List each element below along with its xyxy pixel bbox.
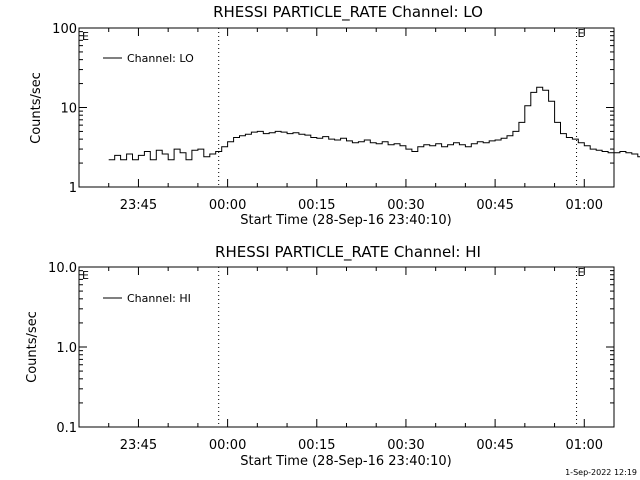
y-tick-label-hi: 1.0 (56, 341, 77, 356)
y-axis-label-hi: Counts/sec (25, 311, 40, 383)
chart-title-hi: RHESSI PARTICLE_RATE Channel: HI (215, 243, 481, 262)
x-tick-label-lo: 01:00 (566, 198, 603, 213)
panel-hi: RHESSI PARTICLE_RATE Channel: HI Counts/… (25, 243, 615, 469)
chart-title-lo: RHESSI PARTICLE_RATE Channel: LO (213, 3, 483, 22)
markers-hi: E (218, 266, 585, 427)
corner-flag-hi: E (82, 269, 89, 282)
footer-timestamp: 1-Sep-2022 12:19 (565, 468, 637, 477)
event-marker-label-lo: E (578, 27, 585, 40)
legend-lo: Channel: LO (103, 52, 194, 65)
event-marker-label-hi: E (578, 266, 585, 279)
y-tick-label-hi: 10.0 (48, 261, 77, 276)
x-tick-label-lo: 00:15 (298, 198, 335, 213)
x-tick-label-lo: 00:45 (476, 198, 513, 213)
series-lo (108, 86, 640, 161)
x-tick-label-hi: 00:15 (298, 438, 335, 453)
x-tick-label-lo: 23:45 (120, 198, 157, 213)
y-tick-label-lo: 100 (52, 22, 77, 37)
y-tick-label-lo: 1 (69, 181, 77, 196)
legend-label-hi: Channel: HI (127, 292, 191, 305)
x-axis-label-lo: Start Time (28-Sep-16 23:40:10) (240, 213, 451, 228)
plot-frame-hi (78, 266, 615, 428)
markers-lo: E (218, 27, 585, 187)
x-tick-label-lo: 00:00 (209, 198, 246, 213)
ticks-lo: 1 10 100 23:45 00:00 00:15 00:30 00:45 01:00 (52, 22, 615, 213)
y-tick-label-hi: 0.1 (56, 421, 77, 436)
panel-lo: RHESSI PARTICLE_RATE Channel: LO Counts/… (29, 3, 640, 228)
x-tick-label-lo: 00:30 (387, 198, 424, 213)
y-axis-label-lo: Counts/sec (29, 72, 44, 144)
legend-label-lo: Channel: LO (127, 52, 194, 65)
series-line-lo (108, 86, 640, 161)
y-tick-label-lo: 10 (60, 102, 77, 117)
x-tick-label-hi: 00:30 (387, 438, 424, 453)
ticks-hi: 0.1 1.0 10.0 23:45 00:00 00:15 00:30 00:45 01:00 (48, 261, 615, 453)
x-tick-label-hi: 01:00 (566, 438, 603, 453)
x-tick-label-hi: 00:45 (476, 438, 513, 453)
legend-hi: Channel: HI (103, 292, 191, 305)
x-axis-label-hi: Start Time (28-Sep-16 23:40:10) (240, 454, 451, 469)
corner-flag-lo: E (82, 30, 89, 43)
x-tick-label-hi: 00:00 (209, 438, 246, 453)
x-tick-label-hi: 23:45 (120, 438, 157, 453)
